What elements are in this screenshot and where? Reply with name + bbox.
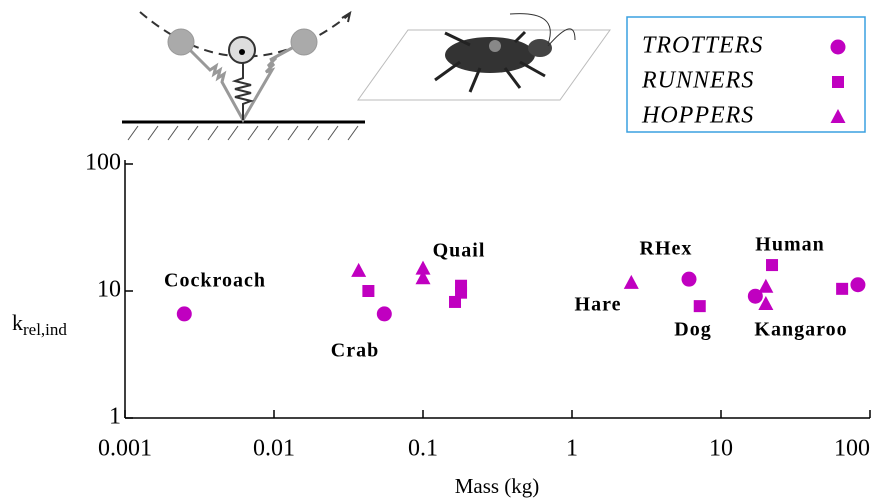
legend-label: HOPPERS (641, 103, 754, 129)
y-tick-label: 1 (109, 404, 121, 430)
point (694, 300, 706, 312)
x-tick-label: 0.01 (253, 436, 295, 462)
legend-marker (832, 76, 844, 88)
point (177, 306, 192, 321)
x-tick-label: 10 (709, 436, 733, 462)
y-axis-label: krel,ind (12, 310, 67, 339)
annotation: RHex (640, 238, 693, 260)
cockroach-illustration (358, 14, 610, 100)
x-tick-label: 100 (834, 436, 870, 462)
annotation: Dog (674, 319, 711, 341)
annotation: Crab (331, 340, 379, 362)
y-axis-label-main: k (12, 310, 23, 335)
point (836, 283, 848, 295)
annotation: Quail (433, 240, 486, 262)
annotation: Hare (575, 294, 622, 316)
x-tick-label: 1 (566, 436, 578, 462)
x-axis-label: Mass (kg) (455, 474, 540, 498)
point (682, 272, 697, 287)
point (362, 285, 374, 297)
point (351, 263, 366, 277)
y-tick-label: 10 (97, 277, 121, 303)
point (850, 277, 865, 292)
point (455, 280, 467, 292)
annotation: Human (755, 234, 824, 256)
legend-label: RUNNERS (641, 68, 754, 94)
legend-marker (831, 40, 846, 55)
point (758, 279, 773, 293)
y-tick-label: 100 (85, 150, 121, 176)
legend-label: TROTTERS (642, 33, 763, 59)
point (377, 306, 392, 321)
point (766, 259, 778, 271)
chart: TROTTERS RUNNERS HOPPERS Cockroach Crab Qu… (0, 0, 876, 504)
x-tick-label: 0.001 (98, 436, 152, 462)
leg-model-illustration (122, 12, 365, 140)
annotation: Kangaroo (754, 319, 847, 341)
x-tick-label: 0.1 (408, 436, 438, 462)
point (624, 275, 639, 289)
annotation: Cockroach (164, 270, 266, 292)
y-axis-label-subscript: rel,ind (23, 320, 67, 339)
